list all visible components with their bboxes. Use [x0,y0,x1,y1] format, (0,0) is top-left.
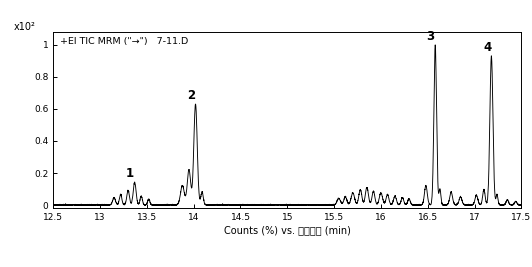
X-axis label: Counts (%) vs. 保留时间 (min): Counts (%) vs. 保留时间 (min) [224,225,351,235]
Text: 3: 3 [427,30,435,43]
Text: 2: 2 [187,89,195,102]
Text: 4: 4 [484,41,492,54]
Text: x10²: x10² [13,22,35,32]
Text: 1: 1 [126,167,134,180]
Text: +EI TIC MRM ("→")   7-11.D: +EI TIC MRM ("→") 7-11.D [60,37,188,46]
